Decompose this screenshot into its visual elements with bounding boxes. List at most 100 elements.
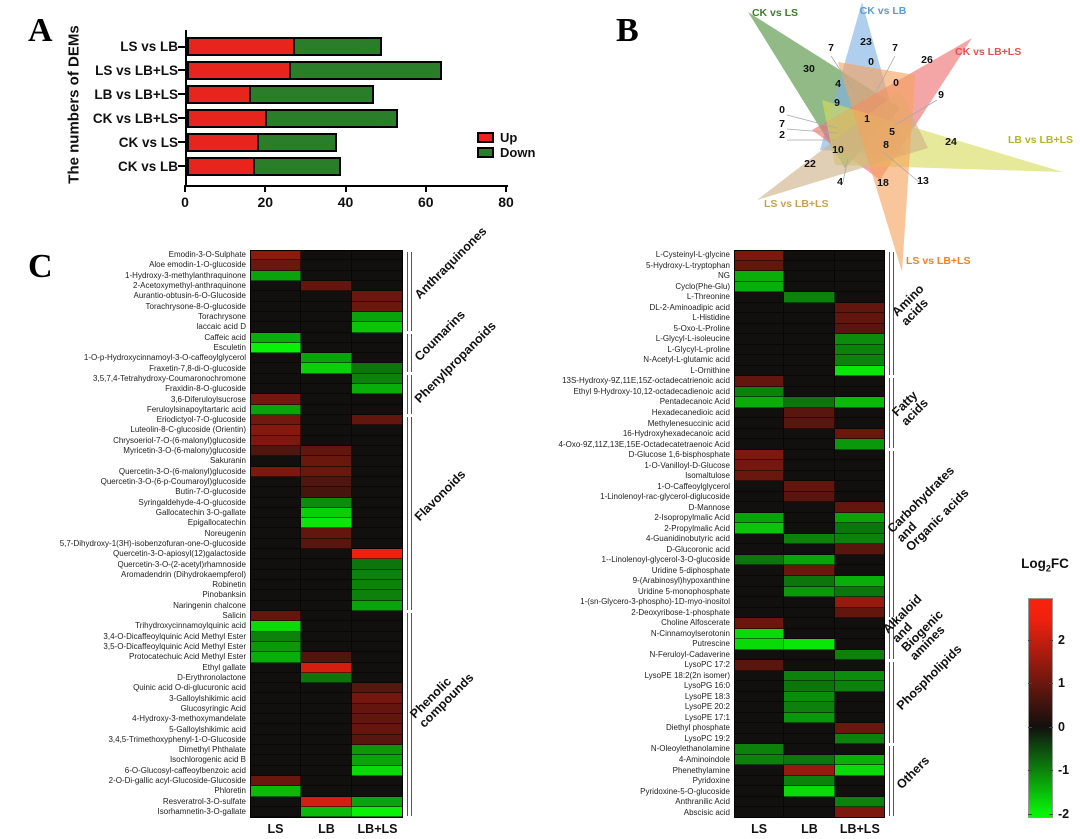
heatmap-row-label: Feruloylsinapoyltartaric acid [146, 404, 246, 414]
heatmap-row: 2-Isopropylmalic Acid [530, 512, 885, 524]
heatmap-row-cells [734, 618, 885, 629]
heatmap-row-label: Abscisic acid [683, 807, 730, 817]
heatmap-row-label: Naringenin chalcone [173, 600, 246, 610]
heatmap-cell [301, 250, 352, 261]
heatmap-cell [784, 260, 835, 272]
heatmap-row-cells [250, 394, 403, 405]
heatmap-row-cells [734, 807, 885, 818]
heatmap-cell [784, 323, 835, 335]
heatmap-row-cells [734, 470, 885, 482]
heatmap-cell [834, 523, 885, 534]
heatmap-row-label: Uridine 5-diphosphate [651, 565, 730, 575]
venn-count-14: 5 [889, 126, 895, 138]
heatmap-row: N-Cinnamoylserotonin [530, 628, 885, 640]
heatmap-row-cells [250, 311, 403, 323]
heatmap-row: L-Glycyl-L-proline [530, 344, 885, 356]
heatmap-row-label: Esculetin [213, 342, 246, 352]
heatmap-cell [301, 652, 352, 663]
heatmap-row-cells [734, 796, 885, 808]
heatmap-cell [784, 271, 835, 282]
heatmap-cell [301, 703, 352, 715]
bar-row [187, 132, 338, 152]
heatmap-cell [250, 425, 301, 436]
heatmap-row-cells [250, 775, 403, 787]
heatmap-row: N-Feruloyl-Cadaverine [530, 649, 885, 661]
heatmap-cell [734, 554, 785, 566]
heatmap-row-label: Quercetin-3-O-(2-acetyl)rhamnoside [117, 559, 247, 569]
heatmap-row-cells [734, 512, 885, 524]
heatmap-cell [250, 724, 301, 735]
heatmap-cell [301, 600, 352, 611]
heatmap-cell [352, 497, 403, 508]
heatmap-cell [352, 270, 403, 281]
heatmap-row-label: N-Oleoylethanolamine [650, 744, 730, 754]
heatmap-row: D-Glucoronic acid [530, 544, 885, 555]
heatmap-column-label: LS [751, 822, 768, 836]
heatmap-cell [734, 292, 785, 303]
heatmap-cell [250, 528, 301, 539]
heatmap-row-cells [250, 631, 403, 642]
heatmap-cell [834, 744, 885, 755]
venn-set-label-0: CK vs LS [752, 7, 798, 19]
heatmap-row-label: Torachrysone [197, 312, 246, 322]
venn-count-2: 7 [892, 42, 898, 54]
heatmap-row: Isochlorogenic acid B [30, 755, 403, 766]
heatmap-row-cells [250, 641, 403, 653]
heatmap-row-label: Noreugenin [204, 528, 246, 538]
heatmap-cell [352, 641, 403, 653]
heatmap-cell [352, 415, 403, 426]
heatmap-cell [250, 476, 301, 488]
heatmap-cell [784, 439, 835, 450]
heatmap-cell [250, 796, 301, 807]
colorbar-tick-mark [1028, 770, 1032, 772]
heatmap-cell [250, 311, 301, 323]
heatmap-row-cells [250, 476, 403, 488]
heatmap-cell [301, 353, 352, 364]
heatmap-cell [352, 528, 403, 539]
heatmap-row-cells [734, 691, 885, 703]
heatmap-cell [834, 691, 885, 703]
heatmap-cell [352, 394, 403, 405]
heatmap-cell [250, 569, 301, 580]
heatmap-row-cells [734, 681, 885, 692]
heatmap-row: LysoPE 17:1 [530, 712, 885, 724]
heatmap-cell [301, 301, 352, 312]
heatmap-row-label: N-Feruloyl-Cadaverine [649, 649, 730, 659]
heatmap-row-cells [734, 481, 885, 492]
heatmap-cell [734, 355, 785, 366]
venn-count-18: 22 [804, 158, 816, 170]
heatmap-row-cells [250, 507, 403, 519]
heatmap-row-cells [250, 549, 403, 560]
bar-row [187, 108, 398, 128]
heatmap-row: 5-Oxo-L-Proline [530, 323, 885, 335]
heatmap-row-cells [734, 344, 885, 356]
heatmap-row-cells [250, 703, 403, 715]
heatmap-cell [250, 260, 301, 271]
heatmap-row-label: D-Glucose 1,6-bisphosphate [628, 450, 730, 460]
bar-row [187, 37, 382, 56]
bar-category-label: LS vs LB+LS [95, 62, 178, 78]
heatmap-row: 13S-Hydroxy-9Z,11E,15Z-octadecatrienoic … [530, 376, 885, 387]
category-bracket [407, 612, 412, 817]
heatmap-row-cells [734, 670, 885, 682]
heatmap-row-cells [734, 428, 885, 440]
heatmap-row-label: 1-Linolenoyl-rac-glycerol-diglucoside [600, 492, 730, 502]
heatmap-cell [784, 302, 835, 314]
heatmap-row-cells [250, 724, 403, 735]
heatmap-row: 3,5,7,4-Tetrahydroxy-Coumaronochromone [30, 373, 403, 385]
heatmap-cell [352, 291, 403, 302]
heatmap-row-label: Isochlorogenic acid B [169, 755, 246, 765]
heatmap-cell [250, 518, 301, 529]
heatmap-row-cells [734, 491, 885, 503]
heatmap-cell [352, 373, 403, 385]
heatmap-cell [301, 683, 352, 694]
heatmap-cell [834, 313, 885, 324]
heatmap-row-label: LysoPG 16:0 [684, 681, 730, 691]
heatmap-row-label: 2-O-Di-gallic acyl-Glucoside-Glucoside [108, 776, 246, 786]
venn-leader-line-0 [830, 55, 856, 93]
heatmap-cell [734, 376, 785, 387]
heatmap-cell [301, 291, 352, 302]
heatmap-cell [352, 342, 403, 354]
